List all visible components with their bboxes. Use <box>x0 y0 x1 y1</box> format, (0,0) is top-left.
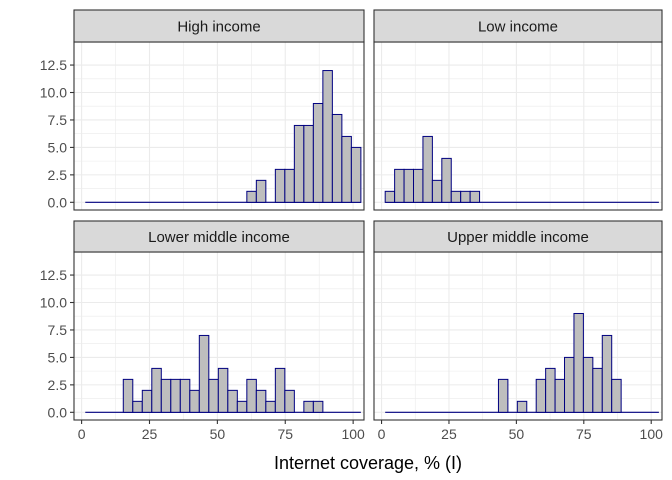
y-tick-label: 5.0 <box>48 139 68 155</box>
histogram-bar <box>341 135 352 203</box>
y-tick-label: 2.5 <box>48 167 68 183</box>
facet-panel: Lower middle income 0.0 2.5 5.0 7.5 10.0 12.5 0… <box>40 220 365 442</box>
histogram-bar <box>422 135 433 203</box>
facet-strip-label: Low income <box>478 19 558 36</box>
facet-strip <box>373 220 663 253</box>
histogram-bar <box>265 400 276 413</box>
histogram-bar <box>601 334 613 413</box>
histogram-bar <box>350 146 362 203</box>
histogram-bar <box>312 400 324 413</box>
histogram-bar <box>469 190 481 203</box>
histogram-bar <box>312 102 324 203</box>
histogram-bar <box>293 124 305 203</box>
histogram-bar <box>403 168 415 203</box>
histogram-bar <box>236 400 248 413</box>
histogram-bar <box>151 367 162 413</box>
facet-strip-label: Upper middle income <box>447 229 589 246</box>
facet-strip <box>73 9 365 43</box>
y-tick-label: 12.5 <box>40 267 67 283</box>
histogram-bar <box>122 378 134 413</box>
histogram-bar <box>217 367 229 413</box>
histogram-bar <box>331 113 343 203</box>
x-tick-label: 50 <box>210 426 226 442</box>
histogram-bar <box>170 378 181 413</box>
histogram-bar <box>564 356 575 413</box>
y-tick-label: 7.5 <box>48 322 68 338</box>
histogram-bar <box>132 400 143 413</box>
x-tick-label: 100 <box>640 426 664 442</box>
histogram-bar <box>227 389 238 413</box>
y-tick-label: 2.5 <box>48 377 68 393</box>
histogram-bar <box>141 389 153 413</box>
histogram-bar <box>384 190 396 203</box>
histogram-bar <box>255 179 267 203</box>
histogram-bar <box>450 190 462 203</box>
histogram-bar <box>516 400 528 413</box>
histogram-bar <box>554 378 566 413</box>
facet-strip <box>73 220 365 253</box>
histogram-bar <box>246 190 257 203</box>
x-tick-label: 75 <box>277 426 293 442</box>
y-tick-label: 0.0 <box>48 404 68 420</box>
histogram-bar <box>198 334 210 413</box>
histogram-bar <box>611 378 622 413</box>
y-tick-label: 10.0 <box>40 85 67 101</box>
x-axis-title: Internet coverage, % (I) <box>274 453 462 473</box>
histogram-bar <box>208 378 219 413</box>
histogram-bar <box>431 179 443 203</box>
histogram-bar <box>303 124 314 203</box>
facet-panel: High income 0.0 2.5 5.0 7.5 10.0 12.5 <box>40 9 365 211</box>
histogram-bar <box>592 367 603 413</box>
histogram-bar <box>441 157 452 203</box>
histogram-bar <box>322 70 333 203</box>
histogram-bar <box>160 378 172 413</box>
y-tick-label: 12.5 <box>40 57 67 73</box>
facet-strip-label: Lower middle income <box>148 229 290 246</box>
histogram-bar <box>460 190 471 203</box>
histogram-bar <box>246 378 257 413</box>
x-tick-label: 0 <box>78 426 86 442</box>
facet-panel: Low income <box>373 9 663 211</box>
x-tick-label: 50 <box>509 426 525 442</box>
histogram-bar <box>582 356 594 413</box>
facet-strip <box>373 9 663 43</box>
x-tick-label: 100 <box>341 426 365 442</box>
histogram-bar <box>303 400 314 413</box>
histogram-bar <box>284 389 295 413</box>
histogram-bar <box>274 367 286 413</box>
histogram-bar <box>394 168 405 203</box>
x-tick-label: 25 <box>142 426 158 442</box>
histogram-bar <box>573 312 584 413</box>
x-tick-label: 75 <box>576 426 592 442</box>
y-tick-label: 0.0 <box>48 194 68 210</box>
histogram-bar <box>189 389 200 413</box>
histogram-bar <box>413 168 424 203</box>
x-tick-label: 0 <box>378 426 386 442</box>
y-tick-label: 10.0 <box>40 295 67 311</box>
facet-panel: Upper middle income 0 25 50 75 100 <box>373 220 664 442</box>
histogram-bar <box>255 389 267 413</box>
histogram-bar <box>497 378 509 413</box>
x-tick-label: 25 <box>441 426 457 442</box>
histogram-bar <box>535 378 547 413</box>
histogram-bar <box>284 168 295 203</box>
histogram-bar <box>274 168 286 203</box>
y-tick-label: 5.0 <box>48 349 68 365</box>
histogram-bar <box>179 378 191 413</box>
facet-strip-label: High income <box>177 19 260 36</box>
y-tick-label: 7.5 <box>48 112 68 128</box>
histogram-bar <box>545 367 556 413</box>
